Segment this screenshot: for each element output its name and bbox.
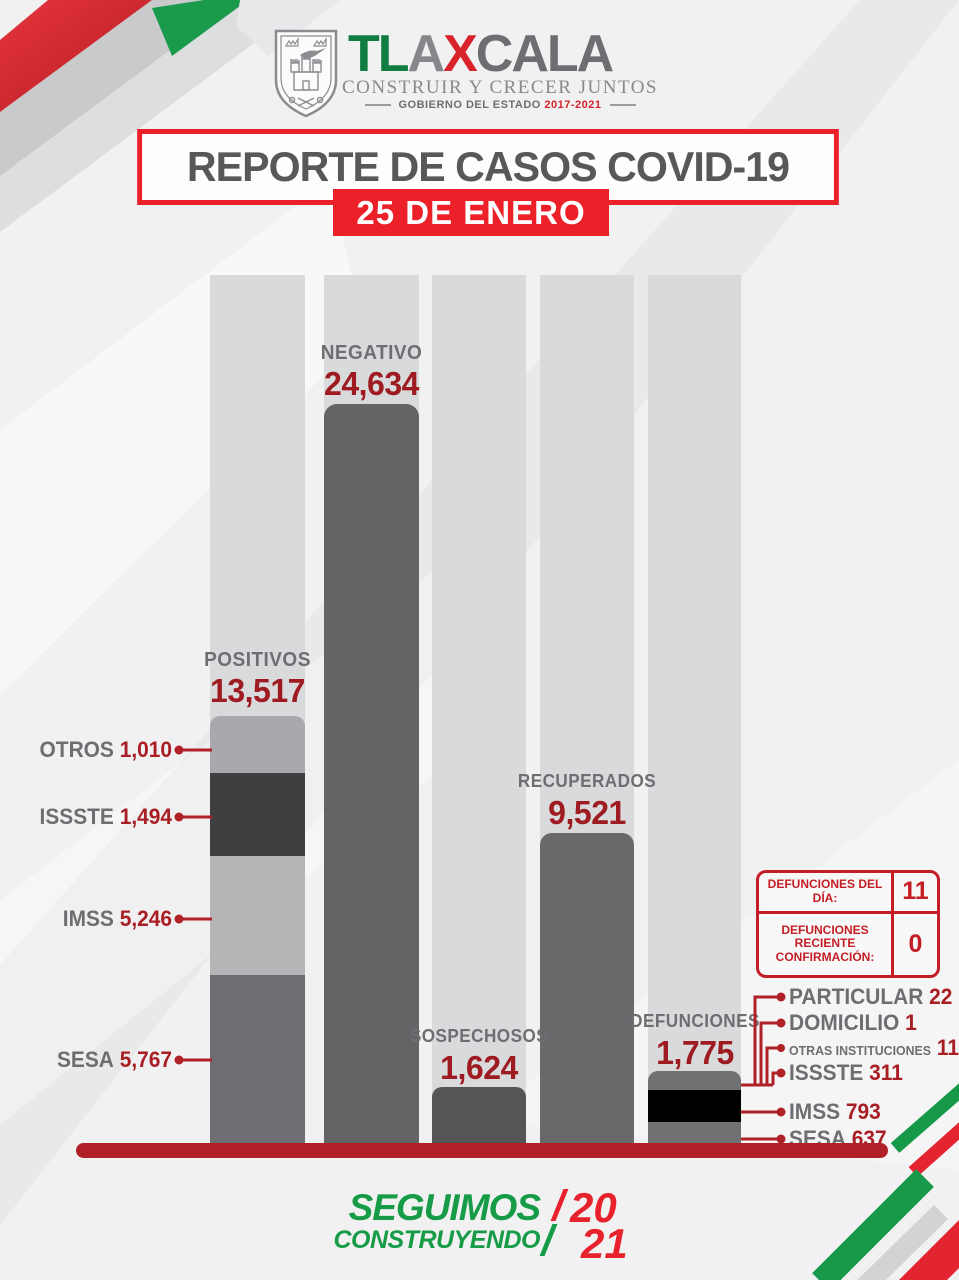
def-breakdown-domicilio: DOMICILIO 1 [789,1010,951,1036]
segment-otros [210,716,305,773]
brand-tl: TL [348,25,410,83]
dash-right [609,104,636,107]
breakdown-otros: OTROS 1,010 [9,737,172,763]
corner-decoration-bottom-right [812,1083,959,1280]
value-negativo: 24,634 [324,365,419,402]
government-line: GOBIERNO DEL ESTADO 2017-2021 [340,99,660,111]
bar-recuperados [540,833,634,1150]
def-domicilio-label: DOMICILIO [789,1010,900,1035]
segment-imss [210,856,305,975]
footer-construyendo: CONSTRUYENDO [333,1226,540,1254]
def-imss-value: 793 [845,1099,881,1124]
breakdown-imss-value: 5,246 [119,906,172,931]
footer-year-bottom: 21 [581,1220,628,1267]
bar-positivos [210,716,305,1150]
def-breakdown-issste: ISSSTE 311 [789,1060,951,1086]
bar-negativo [324,404,419,1150]
corner-decoration-top-left [0,0,340,232]
breakdown-issste: ISSSTE 1,494 [9,804,172,830]
dash-left [364,104,391,107]
def-particular-value: 22 [929,984,953,1009]
breakdown-sesa-value: 5,767 [119,1047,172,1072]
def-particular-label: PARTICULAR [789,984,924,1009]
footer-year-top: 20 [570,1184,617,1231]
breakdown-sesa: SESA 5,767 [9,1047,172,1073]
breakdown-otros-label: OTROS [39,737,114,762]
track-defunciones [648,275,741,1150]
chart-baseline [76,1143,888,1158]
track-sospechosos [432,275,526,1150]
deaths-summary-box: DEFUNCIONES DEL DÍA: 11 DEFUNCIONES RECI… [756,870,940,978]
value-sospechosos: 1,624 [440,1049,518,1086]
coat-of-arms-logo [274,29,338,118]
def-breakdown-otras: OTRAS INSTITUCIONES 11 [789,1035,959,1064]
deaths-confirmed-row: DEFUNCIONES RECIENTE CONFIRMACIÓN: 0 [759,913,937,975]
def-issste-label: ISSSTE [789,1060,864,1085]
breakdown-otros-value: 1,010 [119,737,172,762]
segment-def-black [648,1090,741,1122]
brand-x: X [443,25,478,83]
breakdown-issste-label: ISSSTE [39,804,114,829]
footer-seguimos: SEGUIMOS [348,1187,541,1228]
deaths-today-row: DEFUNCIONES DEL DÍA: 11 [759,873,937,914]
def-imss-label: IMSS [789,1099,841,1124]
label-sospechosos: SOSPECHOSOS [409,1026,549,1046]
brand-cala: CALA [475,25,614,83]
label-recuperados: RECUPERADOS [517,771,657,791]
deaths-today-value: 11 [891,873,937,911]
def-otras-value: 11 [936,1035,959,1060]
label-defunciones: DEFUNCIONES [630,1011,760,1031]
brand-tagline: CONSTRUIR Y CRECER JUNTOS [341,77,659,98]
def-breakdown-particular: PARTICULAR 22 [789,984,953,1010]
def-breakdown-imss: IMSS 793 [789,1099,951,1125]
brand-wordmark: TLAXCALA [348,25,614,83]
breakdown-issste-value: 1,494 [119,804,172,829]
breakdown-imss-label: IMSS [62,906,114,931]
segment-issste [210,773,305,856]
def-otras-label: OTRAS INSTITUCIONES [789,1043,932,1058]
government-term: 2017-2021 [544,99,602,111]
def-domicilio-value: 1 [905,1010,917,1035]
breakdown-imss: IMSS 5,246 [9,906,172,932]
label-positivos: POSITIVOS [204,649,311,671]
deaths-confirmed-value: 0 [891,913,937,975]
value-recuperados: 9,521 [548,794,626,831]
segment-sesa [210,975,305,1150]
value-positivos: 13,517 [210,672,305,709]
deaths-today-label: DEFUNCIONES DEL DÍA: [767,877,883,905]
brand-a: A [407,25,446,83]
segment-def-top [648,1071,741,1090]
bar-sospechosos [432,1087,526,1150]
report-date: 25 DE ENERO [333,189,609,236]
deaths-confirmed-label: DEFUNCIONES RECIENTE CONFIRMACIÓN: [775,922,875,965]
bar-defunciones [648,1071,741,1150]
value-defunciones: 1,775 [656,1034,734,1071]
label-negativo: NEGATIVO [320,342,423,364]
def-issste-value: 311 [869,1060,903,1085]
government-label: GOBIERNO DEL ESTADO [398,99,541,111]
breakdown-sesa-label: SESA [56,1047,114,1072]
